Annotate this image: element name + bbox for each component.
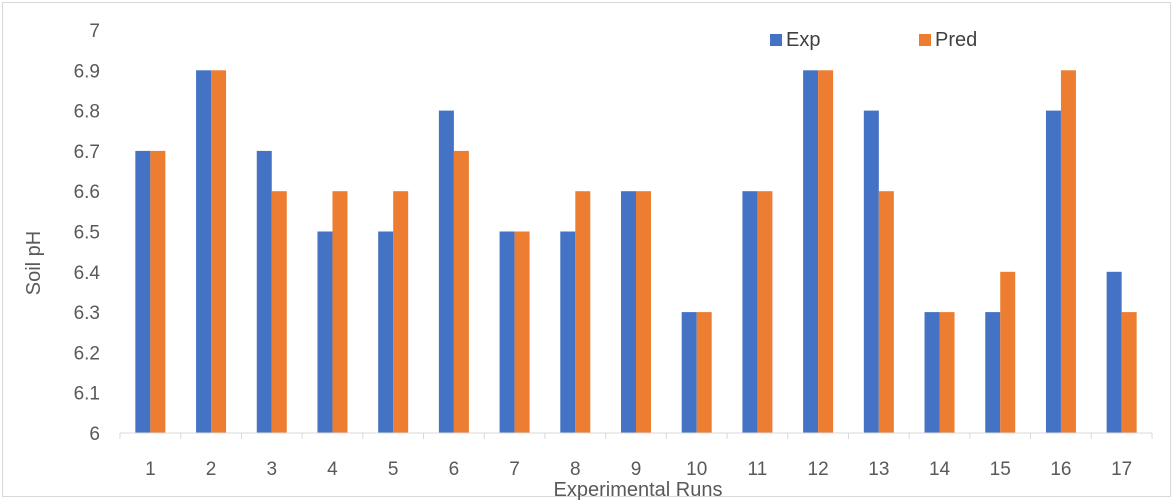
x-tick-label: 5 (388, 459, 399, 480)
y-tick-label: 7 (89, 21, 100, 42)
bar-exp-4 (317, 231, 333, 433)
y-tick-label: 6.1 (74, 384, 100, 405)
bar-pred-5 (393, 191, 409, 433)
y-axis-ticks: 6 6.1 6.2 6.3 6.4 6.5 6.6 6.7 6.8 6.9 7 (74, 21, 101, 445)
bar-exp-5 (378, 231, 394, 433)
bar-exp-9 (621, 191, 636, 433)
bar-pred-11 (757, 191, 773, 433)
bar-exp-16 (1045, 110, 1061, 433)
legend-swatch-exp (770, 34, 782, 46)
y-tick-label: 6.8 (74, 102, 100, 123)
bar-pred-6 (453, 150, 469, 433)
y-tick-label: 6.5 (74, 223, 100, 244)
bar-exp-15 (985, 312, 1001, 433)
bar-exp-12 (803, 70, 819, 434)
y-tick-label: 6.4 (74, 263, 101, 284)
bar-exp-11 (742, 191, 758, 433)
x-tick-label: 12 (808, 459, 829, 480)
x-tick-label: 17 (1111, 459, 1132, 480)
bar-exp-14 (924, 312, 940, 433)
bar-pred-1 (150, 150, 166, 433)
legend: Exp Pred (770, 29, 977, 51)
bar-pred-7 (514, 231, 530, 433)
x-axis-title: Experimental Runs (554, 479, 723, 501)
bar-pred-12 (818, 70, 834, 434)
x-tick-label: 6 (449, 459, 460, 480)
bar-pred-13 (878, 191, 894, 433)
y-tick-label: 6.2 (74, 343, 100, 364)
y-tick-label: 6.3 (74, 303, 100, 324)
bar-pred-15 (1000, 271, 1016, 433)
bar-exp-10 (681, 312, 697, 433)
x-tick-label: 13 (868, 459, 889, 480)
x-tick-label: 4 (327, 459, 338, 480)
x-tick-label: 10 (686, 459, 707, 480)
legend-label-exp: Exp (786, 29, 820, 51)
y-axis-title: Soil pH (23, 231, 45, 295)
legend-label-pred: Pred (935, 29, 977, 51)
x-tick-label: 11 (748, 459, 768, 480)
bar-exp-1 (135, 150, 151, 433)
bar-pred-17 (1121, 312, 1137, 433)
bar-pred-2 (211, 70, 227, 434)
bar-pred-3 (271, 191, 287, 433)
legend-swatch-pred (919, 34, 931, 46)
bar-exp-17 (1106, 271, 1122, 433)
bar-exp-8 (560, 231, 576, 433)
bar-pred-9 (636, 191, 651, 433)
y-tick-label: 6 (89, 424, 100, 445)
bar-exp-6 (438, 110, 454, 433)
bar-pred-10 (696, 312, 712, 433)
bar-exp-3 (256, 150, 272, 433)
x-tick-label: 2 (206, 459, 217, 480)
bar-pred-14 (939, 312, 955, 433)
x-tick-label: 1 (145, 459, 156, 480)
x-tick-label: 7 (509, 459, 520, 480)
bar-pred-8 (575, 191, 591, 433)
x-tick-label: 16 (1050, 459, 1071, 480)
y-tick-label: 6.9 (74, 61, 100, 82)
x-tick-label: 15 (990, 459, 1011, 480)
bar-pred-16 (1060, 70, 1076, 434)
bar-exp-13 (863, 110, 879, 433)
y-tick-label: 6.6 (74, 182, 100, 203)
bar-pred-4 (332, 191, 348, 433)
x-tick-label: 9 (631, 459, 642, 480)
y-tick-label: 6.7 (74, 142, 100, 163)
x-tick-label: 8 (570, 459, 581, 480)
bars (135, 70, 1137, 434)
x-tick-label: 3 (266, 459, 277, 480)
bar-exp-2 (196, 70, 212, 434)
x-tick-label: 14 (929, 459, 951, 480)
x-axis-ticks: 1 2 3 4 5 6 7 8 9 10 11 12 13 14 15 16 17 (119, 433, 1153, 480)
bar-exp-7 (499, 231, 515, 433)
